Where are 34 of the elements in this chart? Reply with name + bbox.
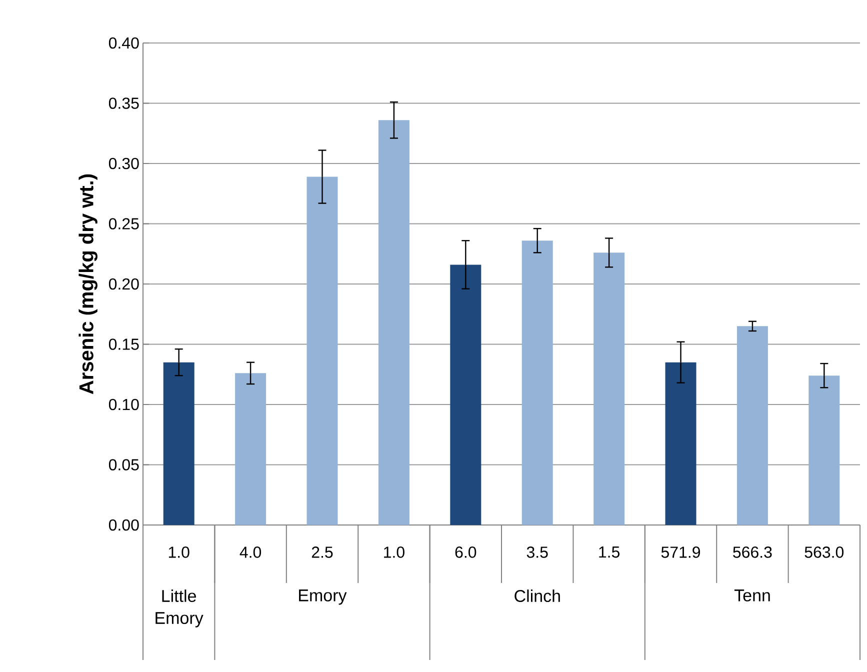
bar xyxy=(594,252,625,525)
bar xyxy=(665,362,696,525)
x-tick-label: 3.5 xyxy=(526,546,548,558)
text: Tenn xyxy=(734,590,770,602)
y-tick-label: 0.00 xyxy=(108,519,139,531)
y-tick-label: 0.10 xyxy=(108,398,139,410)
x-tick-label: 1.0 xyxy=(168,546,190,558)
y-tick-label: 0.35 xyxy=(108,98,139,109)
x-tick-label: 1.5 xyxy=(599,546,620,558)
y-tick-label: 0.40 xyxy=(108,37,139,49)
bar xyxy=(163,362,194,525)
text: Clinch xyxy=(514,590,560,602)
x-tick-label: 566.3 xyxy=(733,546,772,558)
text: Little Emory xyxy=(156,590,204,628)
y-tick-label: 0.20 xyxy=(108,278,139,290)
x-tick-label: 2.5 xyxy=(312,546,333,558)
x-tick-label: 6.0 xyxy=(455,546,476,558)
bar xyxy=(736,326,768,525)
x-tick-label: 4.0 xyxy=(240,546,262,558)
bar xyxy=(235,373,266,525)
x-tick-label: 1.0 xyxy=(384,546,404,558)
bar xyxy=(450,264,482,525)
text: Emory xyxy=(299,590,347,605)
x-tick-label: 563.0 xyxy=(804,546,844,558)
y-tick-label: 0.15 xyxy=(108,338,139,350)
y-tick-label: 0.25 xyxy=(108,218,139,230)
y-tick-label: 0.05 xyxy=(108,459,139,470)
bar xyxy=(306,176,338,525)
x-tick-label: 571.9 xyxy=(661,546,700,558)
bar xyxy=(808,376,840,525)
y-tick-label: 0.30 xyxy=(108,158,139,170)
y-axis-title: Arsenic (mg/kg dry wt.) xyxy=(78,174,98,394)
bar xyxy=(522,240,553,525)
bar xyxy=(378,120,410,525)
